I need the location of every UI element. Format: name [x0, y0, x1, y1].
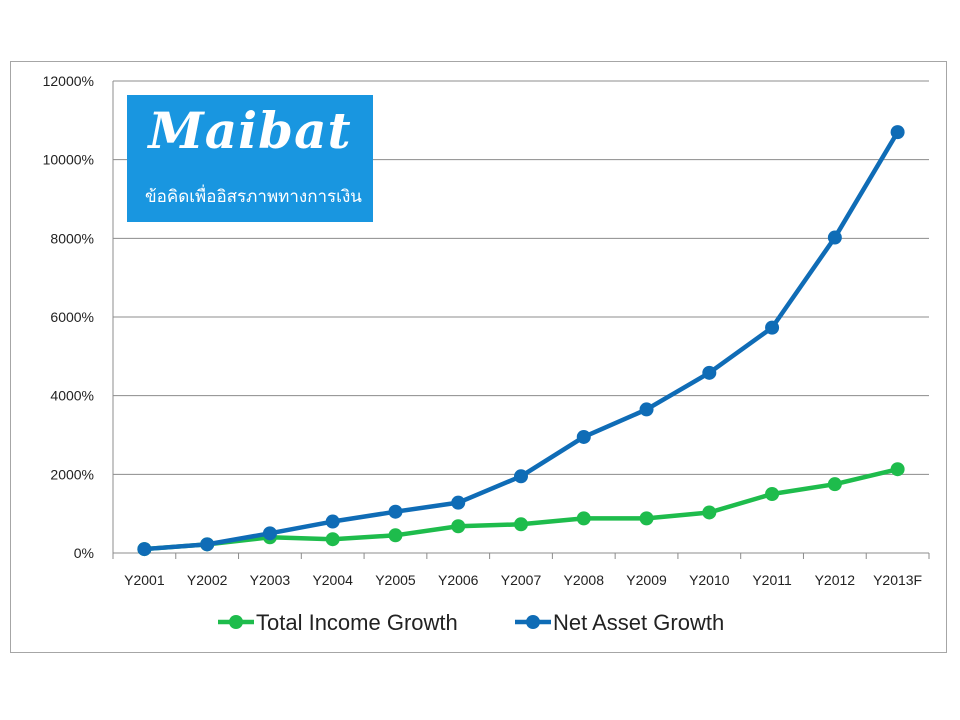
- maibat-logo: Maibat ข้อคิดเพื่ออิสรภาพทางการเงิน: [127, 95, 373, 222]
- x-tick-label: Y2005: [375, 572, 416, 588]
- data-point: [325, 514, 340, 529]
- x-tick-label: Y2004: [312, 572, 353, 588]
- x-tick-label: Y2012: [815, 572, 856, 588]
- x-axis-tick-labels: Y2001 Y2002 Y2003 Y2004 Y2005 Y2006 Y2007 Y2008…: [124, 572, 922, 588]
- logo-name: Maibat: [148, 101, 352, 160]
- legend-marker: [526, 615, 540, 629]
- data-point: [827, 477, 842, 492]
- legend-label: Net Asset Growth: [553, 610, 724, 635]
- y-tick-label: 8000%: [50, 230, 94, 246]
- data-point: [639, 402, 654, 417]
- data-point: [514, 469, 528, 484]
- y-tick-label: 12000%: [43, 73, 94, 89]
- y-tick-label: 4000%: [50, 388, 94, 404]
- x-tick-label: Y2007: [501, 572, 542, 588]
- data-point: [451, 495, 466, 510]
- data-point: [514, 517, 528, 532]
- y-tick-label: 2000%: [50, 466, 94, 482]
- data-point: [325, 532, 340, 547]
- logo-tagline: ข้อคิดเพื่ออิสรภาพทางการเงิน: [145, 187, 362, 207]
- y-tick-label: 10000%: [43, 152, 94, 168]
- data-point: [576, 511, 591, 526]
- x-tick-label: Y2009: [626, 572, 667, 588]
- y-axis-tick-labels: 0% 2000% 4000% 6000% 8000% 10000% 12000%: [43, 73, 94, 561]
- data-point: [388, 504, 403, 519]
- x-tick-label: Y2002: [187, 572, 228, 588]
- legend: Total Income Growth Net Asset Growth: [218, 610, 724, 635]
- series-net-asset-growth: [137, 125, 905, 557]
- axes: [112, 81, 930, 559]
- data-point: [765, 320, 780, 335]
- x-tick-label: Y2003: [250, 572, 291, 588]
- data-point: [200, 537, 215, 552]
- data-point: [765, 487, 780, 501]
- legend-entry: Net Asset Growth: [515, 610, 724, 635]
- x-tick-label: Y2013F: [873, 572, 922, 588]
- data-point: [137, 542, 152, 557]
- legend-marker: [229, 615, 243, 629]
- data-point: [576, 429, 591, 444]
- legend-entry: Total Income Growth: [218, 610, 458, 635]
- data-point: [890, 462, 905, 477]
- data-point: [262, 526, 277, 541]
- data-point: [702, 365, 717, 380]
- data-point: [388, 528, 403, 543]
- x-tick-label: Y2006: [438, 572, 479, 588]
- series: [137, 125, 905, 557]
- x-tick-label: Y2008: [564, 572, 605, 588]
- data-point: [639, 511, 654, 526]
- y-tick-label: 0%: [74, 545, 94, 561]
- x-tick-label: Y2011: [752, 572, 792, 588]
- x-tick-label: Y2010: [689, 572, 730, 588]
- data-point: [890, 125, 905, 140]
- data-point: [702, 505, 717, 520]
- legend-label: Total Income Growth: [256, 610, 458, 635]
- y-tick-label: 6000%: [50, 309, 94, 325]
- data-point: [451, 519, 466, 534]
- x-tick-label: Y2001: [124, 572, 165, 588]
- data-point: [827, 230, 842, 245]
